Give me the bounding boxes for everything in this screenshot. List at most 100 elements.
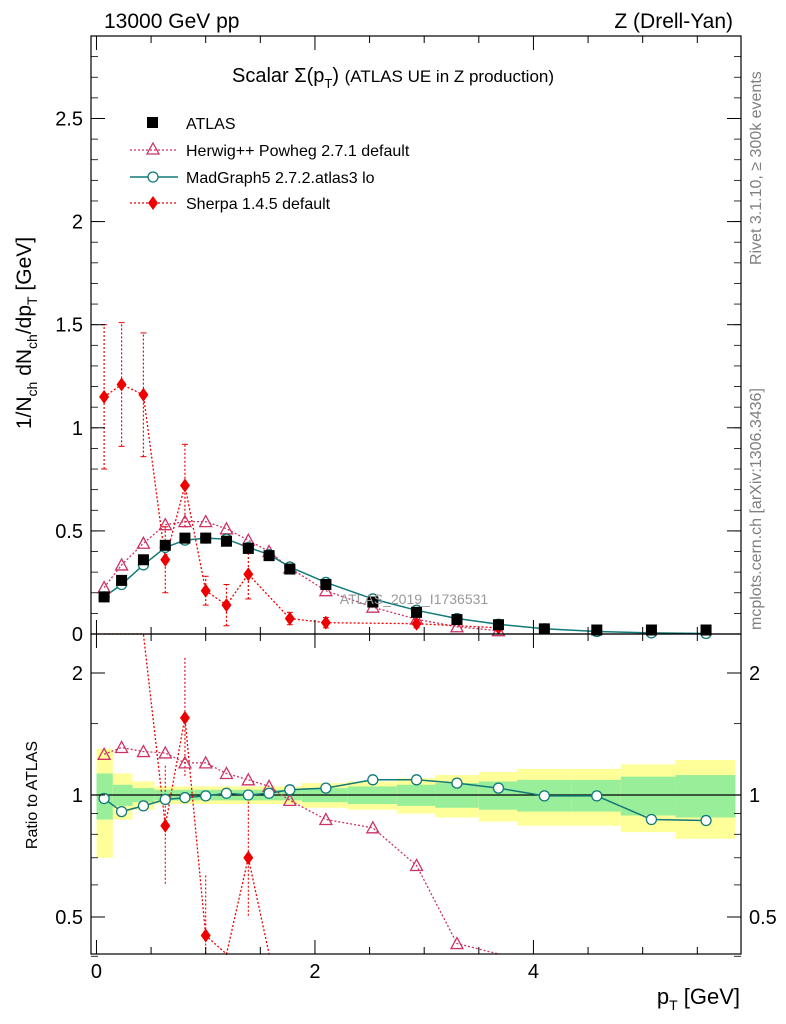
main-atlas-point: [242, 542, 254, 554]
x-tick-label: 4: [528, 961, 539, 983]
main-y-tick-label: 0: [72, 624, 83, 646]
ratio-y-tick-label-right: 2: [749, 663, 760, 685]
ratio-madgraph-point: [284, 784, 296, 796]
ratio-madgraph-point: [137, 800, 150, 812]
ratio-madgraph-point: [320, 782, 332, 794]
title-prefix: Scalar Σ(p: [232, 65, 324, 87]
main-herwig-point: [136, 535, 151, 549]
main-sherpa-point: [99, 389, 110, 404]
ratio-herwig-point: [409, 858, 424, 872]
ratio-y-axis-label: Ratio to ATLAS: [24, 741, 41, 849]
main-atlas-point: [591, 624, 603, 636]
x-tick-label: 2: [309, 961, 320, 983]
main-atlas-point: [263, 550, 275, 562]
ratio-madgraph-point: [645, 813, 658, 826]
ratio-herwig-point: [198, 755, 213, 769]
x-axis-label: pT [GeV]: [657, 984, 740, 1013]
ratio-sherpa-point: [200, 928, 211, 943]
main-sherpa-point: [179, 478, 190, 493]
watermark-label: ATLAS_2019_I1736531: [340, 591, 489, 607]
svg-text:pT [GeV]: pT [GeV]: [657, 984, 740, 1013]
main-sherpa-point: [200, 583, 211, 598]
ratio-herwig-point: [282, 793, 297, 807]
ratio-y-tick-label-right: 0.5: [749, 907, 777, 929]
ratio-plot-frame: [90, 633, 742, 955]
main-atlas-point: [538, 623, 550, 635]
main-madgraph-line: [103, 537, 707, 635]
main-y-tick-label: 2: [72, 212, 83, 234]
ratio-madgraph-point: [179, 792, 191, 804]
ratio-herwig-point: [219, 766, 234, 780]
mcplots-source-label: mcplots.cern.ch [arXiv:1306.3436]: [748, 388, 765, 630]
main-atlas-point: [116, 574, 128, 586]
ratio-y-tick-label-right: 1: [749, 785, 760, 807]
ratio-madgraph-point: [263, 787, 275, 799]
ratio-herwig-point: [449, 936, 465, 950]
ratio-band-inner: [675, 775, 736, 818]
ratio-madgraph-point: [367, 774, 379, 786]
ratio-herwig-point: [97, 746, 112, 760]
ratio-madgraph-point: [591, 790, 603, 802]
legend-label-atlas: ATLAS: [186, 116, 236, 133]
main-sherpa-point: [116, 377, 127, 392]
ratio-madgraph-point: [538, 790, 551, 802]
main-sherpa-point: [284, 611, 295, 626]
main-herwig-line: [103, 520, 499, 632]
main-atlas-point: [220, 535, 232, 547]
main-sherpa-point: [243, 567, 254, 582]
main-herwig-point: [219, 521, 234, 535]
ratio-madgraph-point: [159, 793, 171, 806]
ratio-herwig-point: [177, 755, 193, 769]
ratio-madgraph-point: [220, 787, 233, 799]
main-atlas-point: [179, 532, 191, 544]
main-atlas-point: [98, 591, 110, 603]
main-atlas-point: [411, 606, 423, 618]
main-atlas-point: [645, 624, 657, 636]
ratio-sherpa-point: [243, 850, 254, 865]
ratio-madgraph-point: [410, 774, 423, 786]
main-herwig-point: [177, 514, 193, 528]
title-note: (ATLAS UE in Z production): [345, 67, 554, 86]
header-collision-label: 13000 GeV pp: [104, 10, 239, 33]
ratio-band-inner: [620, 776, 676, 816]
main-sherpa-point: [221, 598, 232, 613]
main-atlas-point: [284, 563, 296, 575]
ratio-herwig-line: [103, 746, 499, 955]
main-y-tick-label: 1.5: [55, 315, 83, 337]
main-y-tick-label: 2.5: [55, 108, 83, 130]
main-atlas-point: [320, 579, 332, 591]
main-sherpa-point: [160, 552, 171, 567]
main-atlas-point: [200, 532, 212, 544]
chart-title: Scalar Σ(pT) (ATLAS UE in Z production): [232, 65, 554, 91]
legend: ATLAS Herwig++ Powheg 2.7.1 default MadG…: [130, 116, 410, 213]
main-y-tick-label: 0.5: [55, 521, 83, 543]
main-sherpa-point: [320, 615, 331, 630]
ratio-y-tick-label: 2: [72, 663, 83, 685]
rivet-version-label: Rivet 3.1.10, ≥ 300k events: [748, 71, 765, 265]
main-y-tick-label: 1: [72, 418, 83, 440]
ratio-sherpa-point: [179, 710, 190, 725]
header-process-label: Z (Drell-Yan): [614, 10, 733, 33]
ratio-herwig-point: [158, 745, 173, 759]
main-atlas-point: [367, 596, 379, 608]
legend-marker-atlas: [147, 117, 158, 128]
ratio-herwig-point: [114, 740, 129, 754]
main-atlas-point: [159, 539, 171, 551]
title-subscript: T: [324, 76, 332, 91]
main-atlas-point: [700, 624, 712, 636]
main-herwig-point: [449, 619, 465, 633]
legend-marker-sherpa: [148, 196, 158, 210]
main-atlas-point: [492, 619, 504, 631]
main-atlas-point: [451, 614, 463, 626]
main-atlas-point: [137, 554, 149, 566]
ratio-madgraph-point: [115, 805, 128, 818]
main-herwig-point: [114, 557, 129, 571]
ratio-herwig-point: [241, 772, 256, 786]
ratio-madgraph-point: [492, 782, 505, 794]
main-herwig-point: [318, 583, 333, 597]
ratio-madgraph-point: [242, 789, 254, 801]
ratio-herwig-point: [318, 812, 333, 826]
ratio-panel: 0.5 0.5 1 1 2 2 0 2 4 Ratio to ATLAS pT [GeV]: [24, 633, 777, 1013]
legend-label-madgraph: MadGraph5 2.7.2.atlas3 lo: [186, 170, 375, 187]
